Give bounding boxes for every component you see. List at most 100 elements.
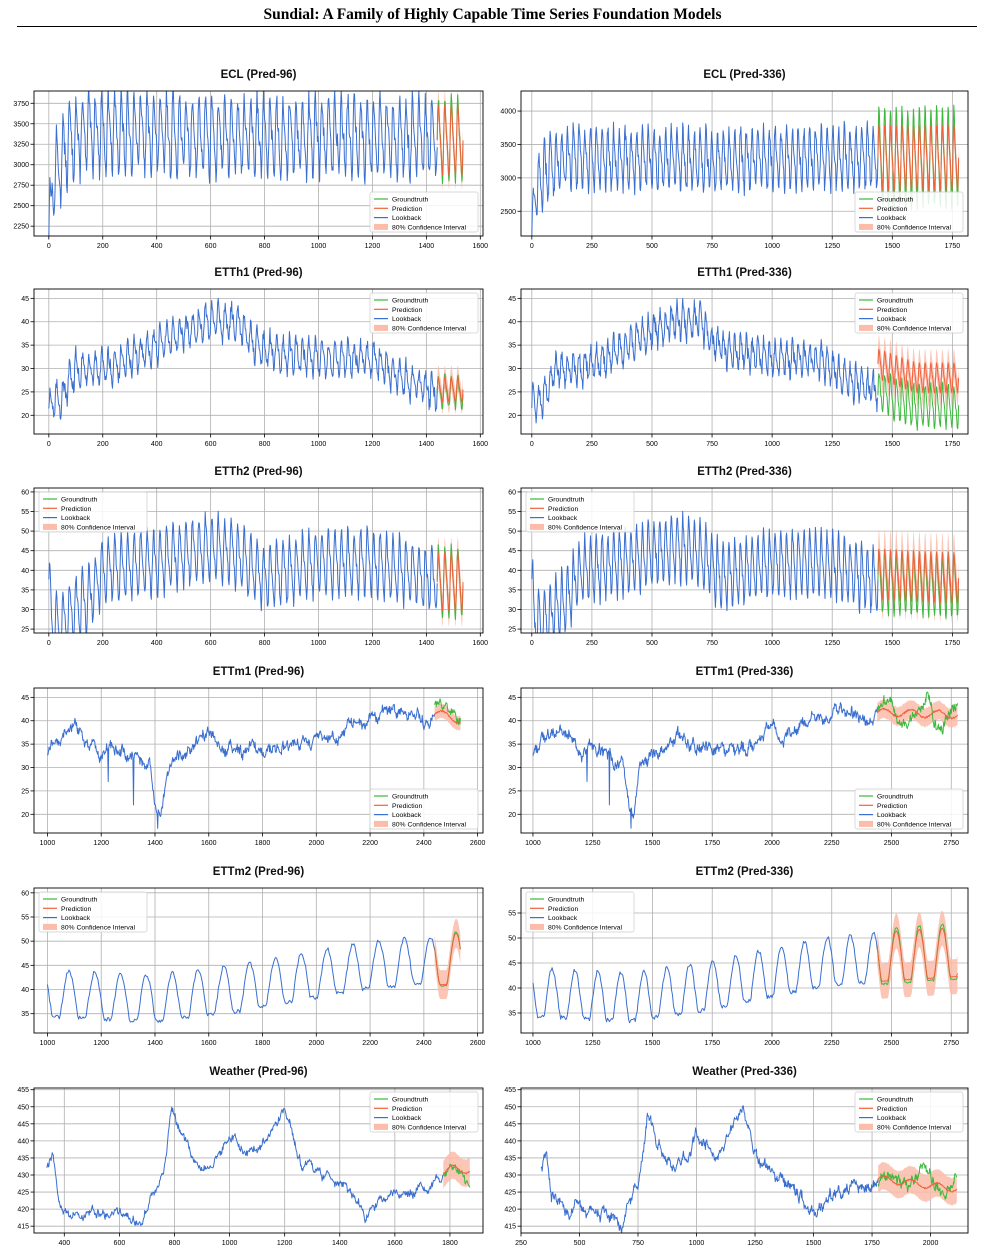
x-tick-label: 2000 — [309, 1040, 325, 1047]
x-tick-label: 1400 — [419, 441, 435, 448]
y-tick-label: 3250 — [13, 142, 29, 149]
y-tick-label: 40 — [21, 319, 29, 326]
x-tick-label: 1200 — [93, 1040, 109, 1047]
x-tick-label: 0 — [47, 441, 51, 448]
legend-key — [374, 1123, 388, 1130]
chart-ettm2-336: ETTm2 (Pred-336) 1000 1250 1500 1750 2000 2250… — [508, 866, 969, 1047]
y-tick-label: 45 — [21, 296, 29, 303]
x-tick-label: 1200 — [365, 441, 381, 448]
chart-ettm1-96: ETTm1 (Pred-96) 1000 1200 1400 1600 1800 2000 2… — [21, 666, 485, 847]
y-tick-label: 55 — [21, 509, 29, 516]
x-tick-label: 2250 — [824, 840, 840, 847]
x-tick-label: 1400 — [419, 243, 435, 250]
legend-label: Groundtruth — [61, 497, 97, 504]
prediction-line — [434, 932, 461, 986]
y-tick-label: 20 — [508, 413, 516, 420]
x-tick-label: 1000 — [311, 441, 327, 448]
x-tick-label: 1200 — [365, 243, 381, 250]
y-tick-label: 435 — [504, 1155, 516, 1162]
y-tick-label: 55 — [508, 911, 516, 918]
y-tick-label: 30 — [21, 607, 29, 614]
y-tick-label: 450 — [17, 1104, 29, 1111]
x-tick-label: 1250 — [824, 441, 840, 448]
legend-label: Prediction — [877, 206, 907, 213]
plot-frame — [33, 487, 484, 634]
legend-label: Lookback — [392, 316, 422, 323]
x-tick-label: 1000 — [222, 1240, 238, 1247]
x-tick-label: 1400 — [147, 840, 163, 847]
title-rule — [17, 26, 977, 27]
legend-box — [854, 292, 964, 334]
page-title: Sundial: A Family of Highly Capable Time… — [263, 6, 722, 23]
plot-frame — [520, 288, 969, 435]
lookback-line — [531, 510, 879, 633]
chart-etth2-336: ETTh2 (Pred-336) 0 250 500 750 1000 1250 1500 17… — [508, 466, 969, 647]
chart-ecl-336: ECL (Pred-336) 0 250 500 750 1000 1250 1500 1750… — [500, 69, 969, 250]
x-tick-label: 1400 — [147, 1040, 163, 1047]
prediction-line — [434, 709, 461, 725]
legend-box — [525, 491, 635, 533]
legend-label: Groundtruth — [877, 1097, 913, 1104]
plot-frame — [33, 687, 484, 834]
groundtruth-line — [442, 1163, 471, 1188]
legend-label: Prediction — [61, 906, 91, 913]
x-tick-label: 2250 — [824, 1040, 840, 1047]
x-tick-label: 2000 — [923, 1240, 939, 1247]
y-tick-label: 35 — [508, 1011, 516, 1018]
legend-box — [369, 1091, 479, 1133]
x-tick-label: 500 — [646, 640, 658, 647]
x-tick-label: 600 — [114, 1240, 126, 1247]
prediction-line — [876, 927, 958, 982]
prediction-line — [877, 348, 960, 394]
x-tick-label: 250 — [586, 243, 598, 250]
y-tick-label: 455 — [504, 1087, 516, 1094]
y-tick-label: 430 — [504, 1173, 516, 1180]
y-tick-label: 25 — [21, 389, 29, 396]
x-tick-label: 2200 — [362, 840, 378, 847]
x-tick-label: 1400 — [419, 640, 435, 647]
legend-key — [374, 223, 388, 230]
y-tick-label: 415 — [504, 1224, 516, 1231]
legend-label: Lookback — [548, 515, 578, 522]
x-tick-label: 1600 — [473, 243, 489, 250]
prediction-line — [877, 1175, 958, 1193]
plot-area — [531, 298, 960, 431]
legend-box — [38, 491, 148, 533]
lookback-line — [46, 936, 436, 1023]
legend-label: Lookback — [392, 215, 422, 222]
legend-label: 80% Confidence Interval — [392, 325, 467, 332]
legend-label: Lookback — [392, 812, 422, 819]
lookback-line — [532, 702, 878, 829]
y-tick-label: 60 — [21, 890, 29, 897]
y-tick-label: 50 — [508, 936, 516, 943]
legend: Groundtruth Prediction Lookback 80% Confide… — [854, 1091, 964, 1133]
legend-key — [859, 820, 873, 827]
prediction-line — [442, 1164, 471, 1176]
legend: Groundtruth Prediction Lookback 80% Confide… — [38, 491, 148, 533]
x-tick-label: 2500 — [884, 1040, 900, 1047]
legend-label: Prediction — [392, 803, 422, 810]
plot-area — [48, 510, 464, 633]
x-tick-label: 1600 — [473, 640, 489, 647]
legend-label: Groundtruth — [877, 794, 913, 801]
legend: Groundtruth Prediction Lookback 80% Confide… — [525, 891, 635, 933]
x-tick-label: 200 — [97, 640, 109, 647]
y-tick-label: 45 — [508, 296, 516, 303]
legend: Groundtruth Prediction Lookback 80% Confide… — [369, 191, 479, 233]
prediction-line — [877, 548, 960, 604]
y-tick-label: 25 — [508, 788, 516, 795]
y-tick-label: 3750 — [13, 101, 29, 108]
y-tick-label: 420 — [17, 1207, 29, 1214]
legend-label: Lookback — [877, 215, 907, 222]
legend: Groundtruth Prediction Lookback 80% Confide… — [369, 788, 479, 830]
x-tick-label: 600 — [205, 243, 217, 250]
y-tick-label: 40 — [508, 568, 516, 575]
legend-label: Lookback — [548, 915, 578, 922]
x-tick-label: 1400 — [332, 1240, 348, 1247]
legend-key — [374, 820, 388, 827]
chart-title: ECL (Pred-336) — [703, 69, 785, 81]
legend-label: Lookback — [877, 316, 907, 323]
legend-label: 80% Confidence Interval — [548, 924, 623, 931]
x-tick-label: 0 — [47, 640, 51, 647]
x-tick-label: 250 — [586, 640, 598, 647]
